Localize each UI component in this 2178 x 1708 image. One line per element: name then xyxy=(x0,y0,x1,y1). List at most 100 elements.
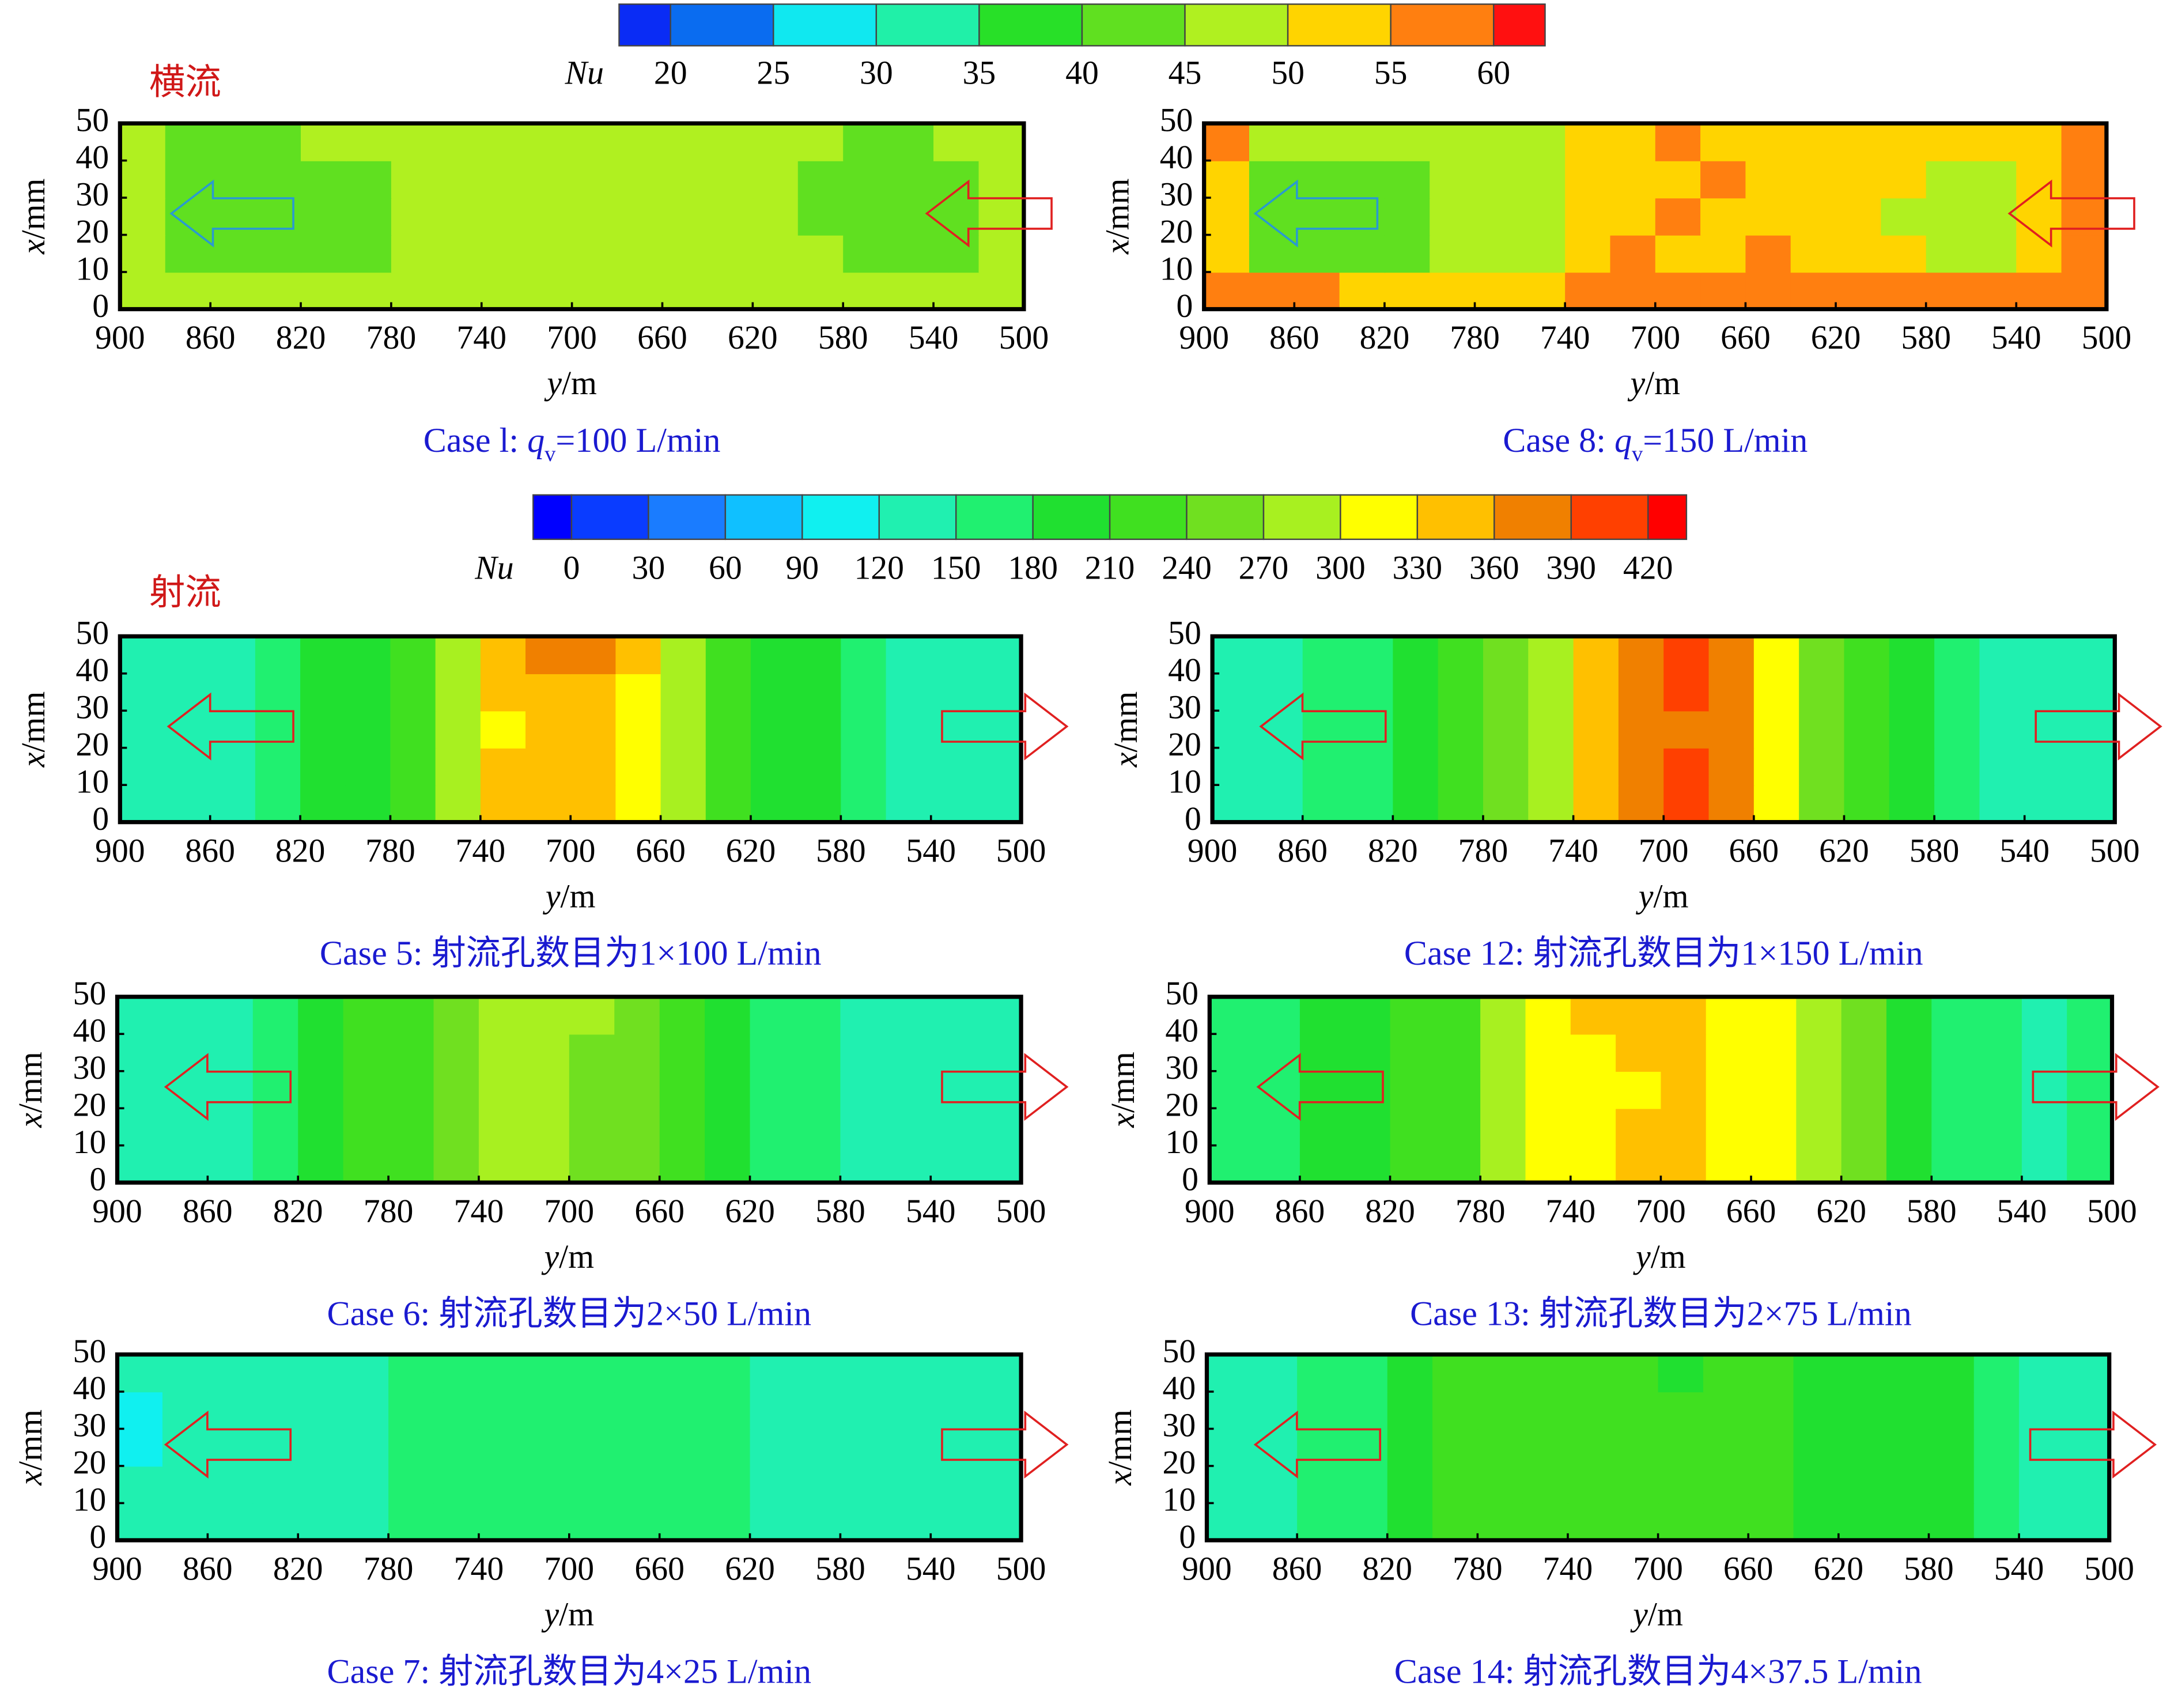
heatmap-cell xyxy=(1979,785,2025,823)
heatmap-cell xyxy=(1477,1354,1523,1393)
heatmap-cell xyxy=(662,272,709,310)
heatmap-cell xyxy=(436,160,482,199)
heatmap-cell xyxy=(1209,1071,1256,1109)
heatmap-cell xyxy=(1480,1108,1526,1146)
heatmap-cell xyxy=(1519,160,1566,199)
heatmap-cell xyxy=(1570,1071,1617,1109)
heatmap-cell xyxy=(1661,1145,1707,1184)
y-tick-label: 10 xyxy=(75,764,109,800)
heatmap-cell xyxy=(931,1354,977,1393)
x-tick-label: 820 xyxy=(1365,1193,1415,1230)
heatmap-cell xyxy=(117,1429,164,1467)
heatmap-cell xyxy=(1751,1108,1797,1146)
y-tick-label: 30 xyxy=(73,1408,107,1444)
panel-title: Case 12: 射流孔数目为1×150 L/min xyxy=(1404,934,1923,973)
heatmap-cell xyxy=(615,673,661,712)
x-tick-label: 660 xyxy=(637,320,687,356)
heatmap-cell xyxy=(117,1391,164,1430)
heatmap-cell xyxy=(1753,747,1800,786)
heatmap-cell xyxy=(840,1034,887,1072)
heatmap-cell xyxy=(1480,996,1526,1035)
heatmap-cell xyxy=(1616,1071,1662,1109)
y-axis-label-part: x xyxy=(16,239,52,255)
x-tick-label: 660 xyxy=(634,1551,685,1587)
heatmap-cell xyxy=(255,747,301,786)
heatmap-cell xyxy=(1748,1391,1794,1430)
heatmap-cell xyxy=(525,747,572,786)
heatmap-cell xyxy=(207,1034,254,1072)
x-axis-label-part: y xyxy=(542,1239,559,1275)
x-tick-label: 660 xyxy=(1721,320,1771,356)
colorbar-segment xyxy=(570,494,649,541)
heatmap-cell xyxy=(210,235,256,273)
heatmap-cell xyxy=(1703,1429,1749,1467)
heatmap-cell xyxy=(662,235,709,273)
panel-title-part: Case 13: 射流孔数目为2×75 L/min xyxy=(1410,1294,1912,1333)
y-tick-label: 50 xyxy=(1163,1333,1196,1370)
heatmap-cell xyxy=(1390,996,1436,1035)
x-tick-label: 740 xyxy=(1540,320,1590,356)
heatmap-cell xyxy=(660,711,706,749)
heatmap-cell xyxy=(524,996,570,1035)
heatmap-cell xyxy=(617,123,663,161)
heatmap-cell xyxy=(1483,785,1529,823)
x-tick-label: 900 xyxy=(1185,1193,1235,1230)
heatmap-cell xyxy=(797,198,844,236)
heatmap-cell xyxy=(614,1465,660,1504)
colorbar-segment xyxy=(1340,494,1419,541)
heatmap-cell xyxy=(931,1071,977,1109)
heatmap-cell xyxy=(1886,996,1933,1035)
heatmap-cell xyxy=(1658,1391,1704,1430)
y-tick-label: 10 xyxy=(73,1482,107,1518)
heatmap-cell xyxy=(527,123,573,161)
heatmap-cell xyxy=(1435,1034,1481,1072)
heatmap-cell xyxy=(435,673,482,712)
heatmap-cell xyxy=(1573,673,1620,712)
y-tick-label: 20 xyxy=(1165,1087,1198,1123)
x-axis-label-part: y xyxy=(1627,365,1645,402)
heatmap-cell xyxy=(1393,711,1439,749)
heatmap-cell xyxy=(1522,1391,1569,1430)
heatmap-cell xyxy=(1841,1071,1888,1109)
heatmap-cell xyxy=(1700,235,1746,273)
x-tick-label: 700 xyxy=(544,1551,595,1587)
heatmap-cell xyxy=(1841,996,1888,1035)
heatmap-cell xyxy=(795,1429,841,1467)
heatmap-cell xyxy=(1751,1071,1797,1109)
heatmap-cell xyxy=(707,235,754,273)
heatmap-cell xyxy=(1387,1391,1434,1430)
heatmap-cell xyxy=(569,1071,615,1109)
heatmap-cell xyxy=(1212,673,1258,712)
panel-title-part: q xyxy=(527,421,544,460)
y-axis-label: x/mm xyxy=(13,1052,49,1128)
x-axis-label: y/m xyxy=(543,879,596,915)
heatmap-cell xyxy=(1703,1354,1749,1393)
heatmap-cell xyxy=(705,1391,751,1430)
colorbar-tick-label: 60 xyxy=(709,550,742,586)
heatmap-cell xyxy=(797,123,844,161)
heatmap-cell xyxy=(1435,996,1481,1035)
y-axis-label-part: /mm xyxy=(1105,1052,1141,1113)
heatmap-cell xyxy=(1204,235,1250,273)
heatmap-cell xyxy=(301,272,347,310)
heatmap-cell xyxy=(1708,711,1755,749)
heatmap-cell xyxy=(931,636,977,674)
x-tick-label: 620 xyxy=(725,1551,775,1587)
heatmap-cell xyxy=(705,747,752,786)
heatmap-cell xyxy=(1929,1354,1975,1393)
heatmap-cell xyxy=(1249,160,1295,199)
heatmap-cell xyxy=(1703,1465,1749,1504)
colorbar-segment xyxy=(978,3,1083,47)
heatmap-cell xyxy=(1708,747,1755,786)
heatmap-cell xyxy=(1390,1034,1436,1072)
heatmap-cell xyxy=(527,235,573,273)
heatmap-cell xyxy=(1655,123,1701,161)
y-tick-label: 40 xyxy=(1160,139,1193,176)
heatmap-cell xyxy=(1483,747,1529,786)
heatmap-cell xyxy=(1844,673,1890,712)
heatmap-cell xyxy=(1661,1108,1707,1146)
heatmap-cell xyxy=(1886,1108,1933,1146)
heatmap-cell xyxy=(1976,1108,2023,1146)
panel-title: Case 6: 射流孔数目为2×50 L/min xyxy=(327,1294,812,1333)
heatmap-cell xyxy=(659,1145,706,1184)
